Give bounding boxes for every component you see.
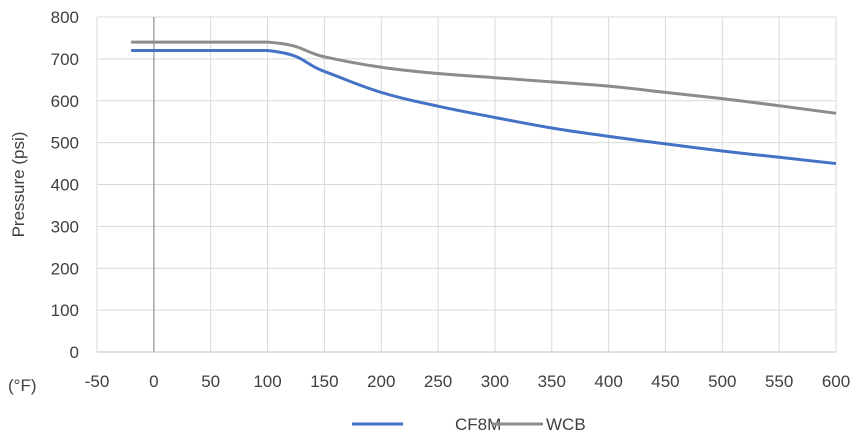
x-tick-labels: -50 0 50 100 150 200 250 300 350 400 450 500 550 600 bbox=[85, 372, 850, 391]
legend-label-wcb: WCB bbox=[546, 415, 586, 434]
x-tick-300: 300 bbox=[481, 372, 509, 391]
y-tick-500: 500 bbox=[51, 134, 79, 153]
x-tick-550: 550 bbox=[765, 372, 793, 391]
y-tick-800: 800 bbox=[51, 8, 79, 27]
series-line-cf8m bbox=[131, 51, 836, 164]
y-tick-100: 100 bbox=[51, 301, 79, 320]
series-line-wcb bbox=[131, 42, 836, 113]
x-tick-450: 450 bbox=[651, 372, 679, 391]
y-tick-0: 0 bbox=[70, 343, 79, 362]
y-tick-300: 300 bbox=[51, 217, 79, 236]
x-tick-250: 250 bbox=[424, 372, 452, 391]
y-axis-title: Pressure (psi) bbox=[9, 132, 28, 238]
y-tick-400: 400 bbox=[51, 176, 79, 195]
y-tick-600: 600 bbox=[51, 92, 79, 111]
x-tick-0: 0 bbox=[149, 372, 158, 391]
y-tick-200: 200 bbox=[51, 259, 79, 278]
series-lines bbox=[131, 42, 836, 163]
x-tick-600: 600 bbox=[822, 372, 850, 391]
x-tick-100: 100 bbox=[253, 372, 281, 391]
x-tick-400: 400 bbox=[594, 372, 622, 391]
x-tick--50: -50 bbox=[85, 372, 110, 391]
x-axis-unit-label: (°F) bbox=[8, 376, 37, 395]
y-tick-labels: 0 100 200 300 400 500 600 700 800 bbox=[51, 8, 79, 362]
x-tick-500: 500 bbox=[708, 372, 736, 391]
x-tick-50: 50 bbox=[201, 372, 220, 391]
x-tick-150: 150 bbox=[310, 372, 338, 391]
legend: CF8M WCB bbox=[352, 415, 586, 434]
y-tick-700: 700 bbox=[51, 50, 79, 69]
x-tick-350: 350 bbox=[538, 372, 566, 391]
x-tick-200: 200 bbox=[367, 372, 395, 391]
horizontal-gridlines bbox=[97, 17, 836, 310]
